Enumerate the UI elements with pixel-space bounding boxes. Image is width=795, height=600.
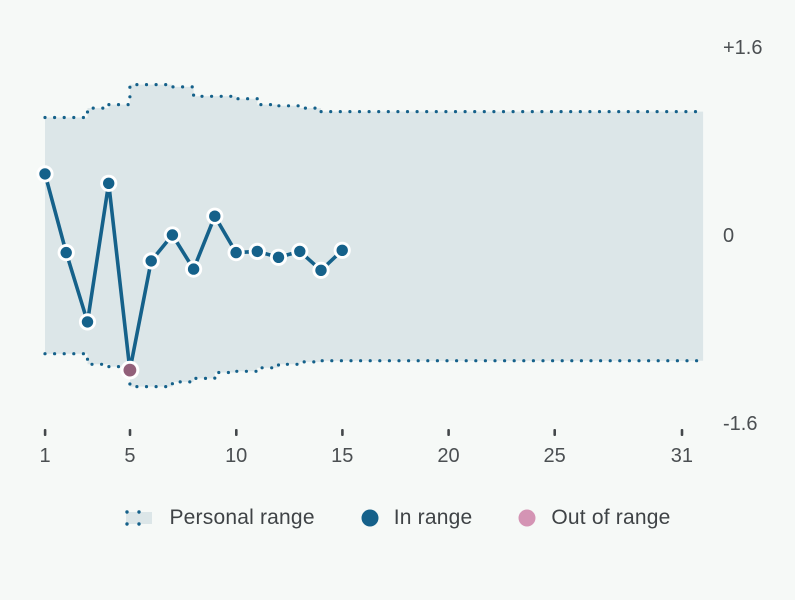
legend-label-in-range: In range	[393, 506, 473, 529]
data-point-day-15[interactable]	[333, 241, 351, 259]
out-of-range-point	[123, 363, 137, 377]
in-range-point	[103, 177, 115, 189]
in-range-point	[166, 229, 179, 241]
x-tick-mark	[128, 429, 132, 436]
in-range-point	[294, 245, 306, 258]
data-point-day-10[interactable]	[227, 244, 245, 262]
y-tick-label-top: +1.6	[723, 37, 762, 59]
out-of-range-dot-icon	[518, 509, 536, 527]
in-range-point	[39, 168, 51, 180]
band-upper-dotted-border	[43, 83, 705, 120]
legend-item-out-of-range: Out of range	[518, 506, 670, 530]
in-range-point	[336, 244, 348, 256]
data-point-day-8[interactable]	[185, 260, 203, 278]
personal-range-band	[45, 84, 704, 387]
x-tick-label-1: 1	[39, 445, 50, 467]
chart-legend: Personal range In range Out of range	[0, 501, 795, 535]
data-point-day-14[interactable]	[312, 261, 330, 279]
x-tick-mark	[341, 429, 344, 436]
in-range-point	[209, 210, 221, 222]
in-range-point	[81, 316, 94, 328]
in-range-point	[251, 245, 263, 258]
personal-range-band-layer	[43, 83, 705, 389]
data-point-day-2[interactable]	[57, 244, 75, 262]
data-point-day-6[interactable]	[142, 252, 160, 270]
series-layer	[36, 165, 351, 380]
data-point-day-11[interactable]	[248, 242, 266, 260]
in-range-point	[187, 263, 200, 275]
x-tick-label-31: 31	[671, 445, 693, 467]
data-point-day-12[interactable]	[269, 248, 288, 266]
legend-label-personal-range: Personal range	[169, 506, 315, 529]
legend-label-out-of-range: Out of range	[551, 506, 671, 529]
in-range-point	[60, 246, 72, 259]
x-tick-label-15: 15	[331, 445, 353, 467]
y-tick-label-zero: 0	[723, 225, 734, 247]
x-tick-mark	[553, 429, 556, 436]
in-range-dot-icon	[361, 509, 379, 527]
x-tick-mark	[680, 429, 684, 436]
legend-item-in-range: In range	[361, 506, 473, 530]
data-point-day-13[interactable]	[291, 242, 309, 260]
x-tick-label-20: 20	[437, 445, 459, 467]
x-tick-mark	[447, 429, 450, 436]
x-tick-mark	[43, 429, 47, 436]
personal-range-swatch-icon	[125, 510, 154, 526]
in-range-point	[315, 264, 327, 276]
deviation-chart: +1.6 0 -1.6 1 5 10 15 20 25 31	[36, 37, 763, 467]
y-axis: +1.6 0 -1.6	[723, 37, 762, 435]
data-point-day-3[interactable]	[78, 313, 97, 331]
in-range-point	[272, 251, 285, 263]
in-range-point	[145, 255, 157, 267]
data-point-day-7[interactable]	[163, 226, 181, 244]
data-point-day-4[interactable]	[100, 174, 118, 192]
x-axis: 1 5 10 15 20 25 31	[39, 429, 693, 467]
x-tick-mark	[235, 429, 238, 436]
in-range-point	[230, 246, 242, 259]
y-tick-label-bottom: -1.6	[723, 413, 757, 435]
legend-item-personal-range: Personal range	[124, 506, 315, 530]
data-point-day-9[interactable]	[206, 207, 224, 225]
data-point-day-1[interactable]	[36, 165, 54, 183]
data-point-day-5[interactable]	[120, 360, 140, 380]
x-tick-label-25: 25	[543, 445, 565, 467]
x-tick-label-5: 5	[124, 445, 135, 467]
x-tick-label-10: 10	[225, 445, 247, 467]
